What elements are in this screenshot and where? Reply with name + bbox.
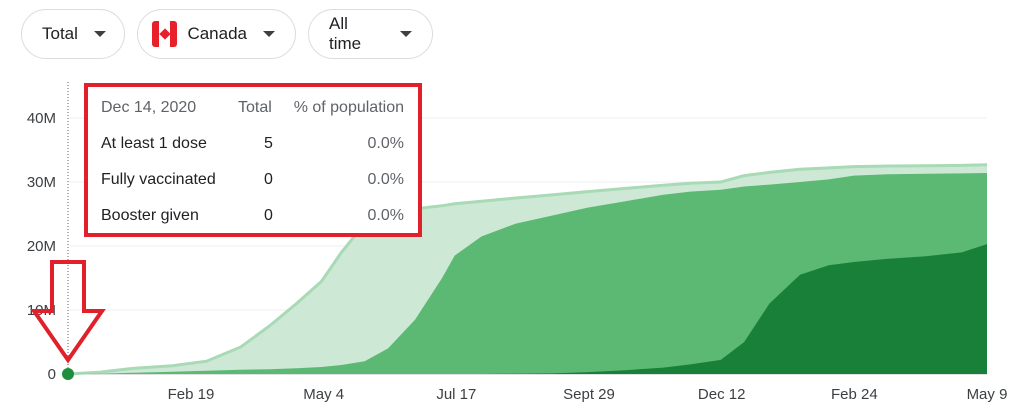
x-tick-label: Dec 12 bbox=[698, 386, 746, 403]
line-first-dose bbox=[67, 163, 988, 376]
tooltip-row-total: 0 bbox=[264, 207, 273, 224]
metric-dropdown-label: Total bbox=[42, 24, 78, 43]
y-tick-label: 0 bbox=[48, 366, 56, 383]
y-tick-label: 30M bbox=[27, 174, 56, 191]
tooltip-row-pct: 0.0% bbox=[367, 171, 404, 188]
x-tick-label: Jul 17 bbox=[436, 386, 476, 403]
down-arrow-annotation bbox=[30, 260, 106, 364]
country-dropdown-label: Canada bbox=[187, 24, 247, 43]
tooltip-header: Dec 14, 2020 Total % of population bbox=[101, 99, 404, 121]
tooltip-row-first-dose: At least 1 dose 5 0.0% bbox=[101, 135, 404, 157]
tooltip-total-header: Total bbox=[238, 99, 272, 116]
tooltip-row-booster: Booster given 0 0.0% bbox=[101, 207, 404, 229]
hover-point bbox=[62, 368, 74, 380]
y-tick-label: 20M bbox=[27, 238, 56, 255]
tooltip-date: Dec 14, 2020 bbox=[101, 99, 197, 116]
tooltip-row-label: Fully vaccinated bbox=[101, 171, 216, 188]
x-tick-label: Feb 19 bbox=[168, 386, 215, 403]
tooltip-row-total: 5 bbox=[264, 135, 273, 152]
chevron-down-icon bbox=[400, 31, 412, 37]
x-tick-label: May 4 bbox=[303, 386, 344, 403]
country-dropdown[interactable]: Canada bbox=[137, 9, 296, 59]
chevron-down-icon bbox=[263, 31, 275, 37]
time-range-dropdown[interactable]: All time bbox=[308, 9, 433, 59]
x-tick-label: May 9 bbox=[967, 386, 1008, 403]
tooltip-row-total: 0 bbox=[264, 171, 273, 188]
chevron-down-icon bbox=[93, 31, 106, 37]
tooltip-row-pct: 0.0% bbox=[367, 207, 404, 224]
area-booster bbox=[68, 244, 987, 374]
tooltip-row-label: At least 1 dose bbox=[101, 135, 207, 152]
tooltip-row-label: Booster given bbox=[101, 207, 199, 224]
x-tick-label: Feb 24 bbox=[831, 386, 878, 403]
canada-flag-icon bbox=[152, 21, 178, 47]
time-range-dropdown-label: All time bbox=[329, 14, 362, 53]
tooltip-pct-header: % of population bbox=[293, 99, 404, 116]
tooltip-row-pct: 0.0% bbox=[367, 135, 404, 152]
hover-tooltip: Dec 14, 2020 Total % of population At le… bbox=[84, 83, 422, 237]
x-tick-label: Sept 29 bbox=[563, 386, 615, 403]
y-tick-label: 40M bbox=[27, 110, 56, 127]
tooltip-row-fully-vaccinated: Fully vaccinated 0 0.0% bbox=[101, 171, 404, 193]
metric-dropdown[interactable]: Total bbox=[21, 9, 125, 59]
